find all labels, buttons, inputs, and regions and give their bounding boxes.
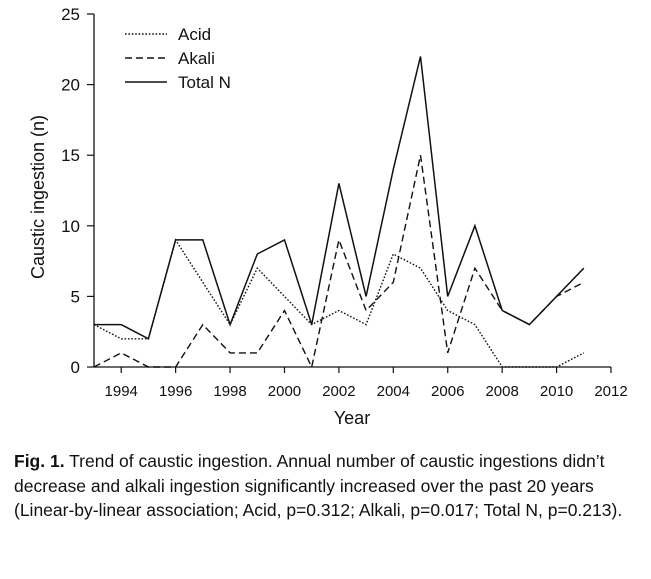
legend-label-total-n: Total N xyxy=(178,73,231,92)
series-line-total-n xyxy=(94,56,585,340)
y-tick-label: 25 xyxy=(61,5,80,24)
x-tick-label: 2012 xyxy=(594,383,627,400)
x-tick-label: 2000 xyxy=(268,383,301,400)
figure-label: Fig. 1. xyxy=(14,451,65,471)
y-axis-ticks: 0 5 10 15 20 25 xyxy=(61,5,94,377)
legend: Acid Akali Total N xyxy=(125,25,231,92)
y-tick-label: 0 xyxy=(71,358,80,377)
series-lines xyxy=(93,56,585,370)
x-tick-label: 1996 xyxy=(159,383,192,400)
axes xyxy=(93,14,611,368)
y-tick-label: 20 xyxy=(61,76,80,95)
legend-label-akali: Akali xyxy=(178,49,215,68)
line-chart: 1994 1996 1998 2000 2002 2004 2006 2008 2010 2012… xyxy=(28,5,628,428)
x-axis-ticks: 1994 1996 1998 2000 2002 2004 2006 2008 2010 2012 xyxy=(105,367,628,400)
caption-text: Trend of caustic ingestion. Annual numbe… xyxy=(14,451,623,520)
legend-label-acid: Acid xyxy=(178,25,211,44)
figure-caption: Fig. 1. Trend of caustic ingestion. Annu… xyxy=(14,449,642,523)
x-tick-label: 2004 xyxy=(377,383,410,400)
y-tick-label: 15 xyxy=(61,146,80,165)
x-tick-label: 2002 xyxy=(322,383,355,400)
series-line-akali xyxy=(93,155,585,370)
x-tick-label: 2008 xyxy=(485,383,518,400)
y-tick-label: 10 xyxy=(61,217,80,236)
y-axis-label: Caustic ingestion (n) xyxy=(28,115,48,279)
x-tick-label: 2006 xyxy=(431,383,464,400)
x-tick-label: 1994 xyxy=(105,383,138,400)
x-tick-label: 1998 xyxy=(213,383,246,400)
x-tick-label: 2010 xyxy=(540,383,573,400)
series-line-acid xyxy=(93,238,585,368)
x-axis-label: Year xyxy=(334,408,370,428)
y-tick-label: 5 xyxy=(71,287,80,306)
